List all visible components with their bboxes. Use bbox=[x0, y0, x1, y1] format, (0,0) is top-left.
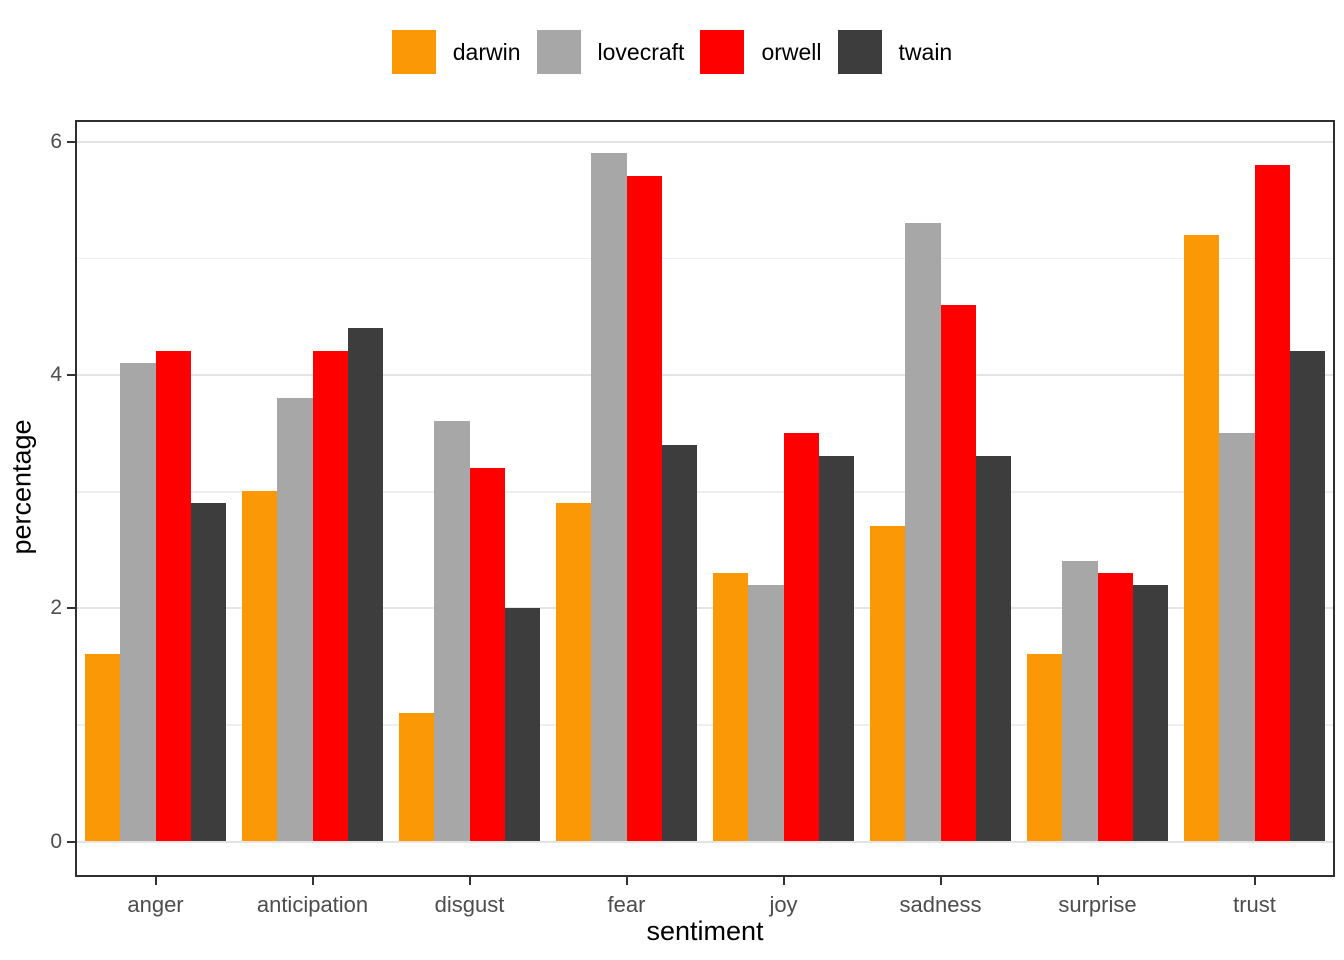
bar-anger-orwell bbox=[155, 351, 191, 841]
y-axis-tick bbox=[67, 374, 75, 377]
x-tick-label-trust: trust bbox=[1233, 892, 1276, 917]
legend-key-swatch bbox=[837, 30, 882, 74]
bar-disgust-orwell bbox=[469, 467, 505, 841]
x-axis-tick bbox=[311, 877, 314, 885]
x-axis-tick bbox=[625, 877, 628, 885]
bar-group-anticipation bbox=[234, 122, 391, 875]
bar-joy-darwin bbox=[712, 572, 749, 841]
bar-group-anger bbox=[77, 122, 234, 875]
x-tick-label-surprise: surprise bbox=[1058, 892, 1137, 917]
bar-group-fear bbox=[548, 122, 705, 875]
bar-sadness-lovecraft bbox=[905, 223, 941, 841]
bar-trust-lovecraft bbox=[1219, 432, 1255, 841]
bars bbox=[398, 421, 541, 841]
bar-trust-darwin bbox=[1183, 234, 1220, 841]
bar-joy-orwell bbox=[783, 432, 819, 841]
legend-item-orwell: orwell bbox=[700, 30, 822, 74]
legend-label: orwell bbox=[761, 39, 822, 65]
y-axis-tick bbox=[67, 141, 75, 143]
bar-fear-orwell bbox=[626, 176, 662, 841]
bars bbox=[712, 432, 855, 841]
bar-fear-lovecraft bbox=[591, 153, 627, 841]
bar-surprise-darwin bbox=[1026, 654, 1063, 841]
bar-trust-twain bbox=[1289, 351, 1326, 841]
legend-label: lovecraft bbox=[597, 39, 685, 65]
bars bbox=[1183, 164, 1326, 841]
gridline-minor bbox=[77, 491, 1333, 493]
x-axis-title: sentiment bbox=[646, 916, 764, 946]
gridline-major bbox=[77, 607, 1333, 610]
bar-group-disgust bbox=[391, 122, 548, 875]
bar-anticipation-lovecraft bbox=[277, 397, 313, 841]
bar-disgust-lovecraft bbox=[434, 421, 470, 841]
x-axis-tick bbox=[939, 877, 942, 885]
bar-sadness-twain bbox=[975, 456, 1012, 841]
y-tick-label: 2 bbox=[50, 596, 62, 620]
gridline-minor bbox=[77, 257, 1333, 260]
x-axis-tick bbox=[1096, 877, 1099, 885]
x-axis-tick bbox=[154, 877, 157, 885]
bar-anger-twain bbox=[190, 502, 227, 841]
bars bbox=[241, 328, 384, 841]
bar-group-trust bbox=[1176, 122, 1333, 875]
legend-key-swatch bbox=[536, 30, 581, 74]
legend-key-swatch bbox=[391, 30, 436, 74]
y-tick-label: 4 bbox=[50, 363, 62, 387]
bar-fear-twain bbox=[661, 444, 698, 841]
x-tick-label-joy: joy bbox=[769, 892, 798, 917]
x-axis-tick bbox=[468, 877, 471, 885]
bar-anticipation-orwell bbox=[312, 351, 348, 841]
legend-label: darwin bbox=[452, 39, 521, 65]
y-axis-title: percentage bbox=[6, 419, 37, 555]
bars bbox=[869, 223, 1012, 841]
y-axis-tick bbox=[67, 607, 75, 610]
plot-panel bbox=[75, 120, 1335, 877]
x-tick-label-anger: anger bbox=[127, 892, 184, 917]
bar-joy-lovecraft bbox=[748, 584, 784, 841]
x-tick-label-fear: fear bbox=[607, 892, 646, 917]
y-tick-label: 0 bbox=[50, 829, 62, 853]
bar-joy-twain bbox=[818, 456, 855, 841]
x-axis-tick bbox=[782, 877, 785, 885]
bar-anticipation-darwin bbox=[241, 491, 278, 841]
bars bbox=[84, 351, 227, 841]
bar-disgust-darwin bbox=[398, 712, 435, 841]
gridline-minor bbox=[77, 724, 1333, 726]
bar-surprise-orwell bbox=[1097, 572, 1133, 841]
bars bbox=[1026, 561, 1169, 841]
bar-fear-darwin bbox=[555, 502, 592, 841]
bar-disgust-twain bbox=[504, 607, 541, 841]
bar-sadness-darwin bbox=[869, 526, 906, 841]
bar-surprise-lovecraft bbox=[1062, 561, 1098, 841]
bar-sadness-orwell bbox=[940, 304, 976, 841]
bar-anticipation-twain bbox=[347, 328, 384, 841]
legend-item-darwin: darwin bbox=[391, 30, 521, 74]
bar-anger-lovecraft bbox=[120, 362, 156, 841]
x-axis-tick bbox=[1253, 877, 1256, 885]
bar-trust-orwell bbox=[1254, 164, 1290, 841]
y-axis-tick bbox=[67, 840, 75, 843]
gridline-major bbox=[77, 840, 1333, 843]
bar-group-sadness bbox=[862, 122, 1019, 875]
legend-label: twain bbox=[898, 39, 953, 65]
bar-group-joy bbox=[705, 122, 862, 875]
legend: darwin lovecraft orwell twain bbox=[0, 28, 1344, 76]
bar-surprise-twain bbox=[1132, 584, 1169, 841]
bar-group-surprise bbox=[1019, 122, 1176, 875]
bar-groups bbox=[77, 122, 1333, 875]
bar-anger-darwin bbox=[84, 654, 121, 841]
gridline-major bbox=[77, 374, 1333, 377]
gridline-major bbox=[77, 141, 1333, 143]
legend-item-lovecraft: lovecraft bbox=[536, 30, 685, 74]
legend-key-swatch bbox=[700, 30, 745, 74]
x-tick-label-anticipation: anticipation bbox=[256, 892, 369, 917]
legend-item-twain: twain bbox=[837, 30, 953, 74]
x-tick-label-disgust: disgust bbox=[434, 892, 505, 917]
bars bbox=[555, 153, 698, 841]
y-tick-label: 6 bbox=[50, 130, 62, 153]
x-tick-label-sadness: sadness bbox=[899, 892, 982, 917]
